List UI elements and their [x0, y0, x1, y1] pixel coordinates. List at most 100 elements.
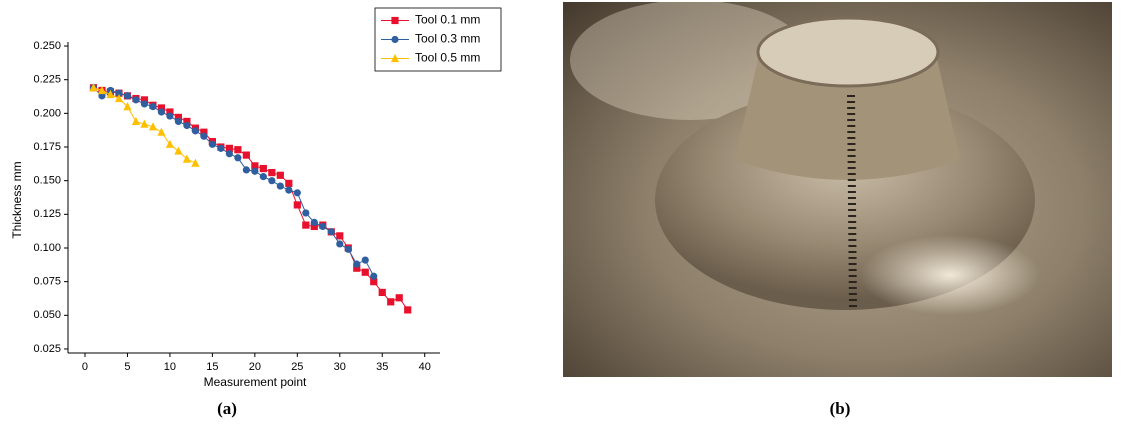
x-tick-label: 5 [124, 361, 130, 373]
marker [319, 222, 327, 231]
legend-marker [391, 35, 399, 44]
marker [148, 122, 158, 131]
marker [370, 278, 378, 286]
x-tick-label: 0 [82, 361, 88, 373]
series-line [93, 87, 409, 311]
marker [242, 166, 250, 174]
legend-marker [390, 53, 400, 63]
marker [191, 158, 200, 167]
marker [285, 186, 293, 194]
marker [285, 179, 293, 187]
y-tick-label: 0.175 [33, 141, 61, 153]
marker [165, 139, 175, 148]
marker [234, 154, 242, 162]
marker [251, 167, 259, 175]
marker [404, 306, 412, 314]
marker [89, 83, 98, 92]
marker [234, 146, 242, 154]
y-tick-label: 0.050 [33, 309, 61, 321]
photo-highlight [570, 2, 810, 120]
x-tick-label: 30 [334, 361, 346, 373]
y-tick-label: 0.150 [33, 175, 61, 187]
marker [336, 232, 344, 240]
photo [563, 2, 1112, 377]
marker [225, 150, 233, 158]
marker [182, 154, 192, 163]
marker [293, 189, 301, 197]
marker [106, 89, 115, 99]
marker [200, 128, 208, 136]
marker [310, 218, 318, 227]
marker [387, 298, 395, 306]
marker [183, 121, 191, 130]
legend-label: Tool 0.1 mm [415, 13, 480, 27]
marker [140, 96, 149, 104]
marker [166, 112, 174, 120]
marker [395, 294, 403, 302]
marker [157, 104, 166, 112]
x-axis-label: Measurement point [204, 375, 307, 389]
y-tick-label: 0.025 [33, 343, 61, 355]
marker [353, 260, 361, 268]
marker [336, 240, 344, 248]
marker [225, 144, 233, 152]
marker [217, 144, 225, 152]
marker [344, 245, 352, 253]
marker [131, 116, 141, 126]
marker [378, 288, 386, 297]
marker [251, 162, 259, 170]
marker [115, 89, 123, 97]
marker [276, 171, 284, 179]
marker [132, 96, 140, 104]
photo-glare [860, 235, 1040, 315]
marker [140, 100, 149, 108]
marker [157, 127, 166, 136]
marker [174, 117, 183, 126]
legend-label: Tool 0.5 mm [415, 51, 480, 65]
marker [268, 177, 276, 185]
marker [183, 117, 191, 126]
y-tick-label: 0.250 [33, 40, 61, 52]
marker [327, 228, 335, 236]
x-tick-label: 35 [376, 361, 388, 373]
marker [310, 222, 318, 231]
marker [259, 164, 267, 173]
marker [361, 268, 369, 276]
y-tick-label: 0.100 [33, 242, 61, 254]
marker [123, 102, 132, 111]
x-tick-label: 15 [206, 361, 218, 373]
marker [191, 127, 199, 135]
legend-label: Tool 0.3 mm [415, 32, 480, 46]
marker [293, 201, 301, 209]
marker [361, 256, 369, 264]
marker [140, 119, 149, 128]
marker [370, 272, 378, 280]
y-tick-label: 0.125 [33, 208, 61, 220]
marker [166, 108, 174, 116]
marker [200, 132, 208, 140]
caption: (b) [830, 399, 851, 418]
marker [302, 221, 310, 229]
x-tick-label: 25 [291, 361, 303, 373]
marker [302, 209, 310, 217]
marker [174, 113, 183, 121]
series-line [93, 87, 375, 277]
y-tick-label: 0.225 [33, 74, 61, 86]
marker [268, 168, 276, 177]
y-tick-label: 0.200 [33, 107, 61, 119]
marker [353, 264, 361, 272]
marker [97, 85, 107, 95]
y-axis-label: Thickness mm [10, 161, 24, 238]
marker [242, 151, 250, 159]
x-tick-label: 20 [249, 361, 261, 373]
marker [208, 140, 216, 148]
x-tick-label: 40 [419, 361, 431, 373]
legend-marker [391, 16, 399, 25]
marker [174, 146, 183, 155]
x-tick-label: 10 [164, 361, 176, 373]
marker [276, 182, 284, 190]
marker [259, 173, 267, 181]
caption: (a) [217, 399, 237, 418]
